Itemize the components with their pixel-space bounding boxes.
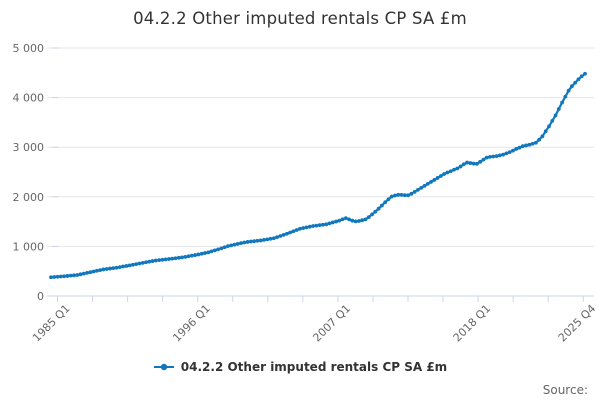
x-axis-label: 1985 Q1 [30,302,73,345]
y-axis-label: 3 000 [13,141,45,154]
x-axis-label: 2007 Q1 [310,302,353,345]
y-axis-label: 2 000 [13,191,45,204]
series-markers[interactable] [49,71,587,280]
y-axis-label: 4 000 [13,92,45,105]
legend-dot [160,363,167,371]
source-credit: Source: [542,383,588,397]
x-axis-labels: 1985 Q1 1996 Q1 2007 Q1 2018 Q1 2025 Q4 [30,302,598,345]
series-marker-icon [153,363,174,371]
y-axis-ticks [52,47,58,297]
y-axis-label: 1 000 [13,240,45,253]
gridlines [47,47,594,247]
x-axis-ticks [57,296,584,302]
y-axis-label: 5 000 [13,42,45,55]
x-axis-label: 2018 Q1 [451,302,494,345]
legend-item[interactable]: 04.2.2 Other imputed rentals CP SA £m [153,360,447,374]
x-axis-label: 1996 Q1 [170,302,213,345]
x-axis-label: 2025 Q4 [556,302,599,345]
legend: 04.2.2 Other imputed rentals CP SA £m [0,360,600,374]
chart-title: 04.2.2 Other imputed rentals CP SA £m [133,9,467,28]
y-axis-label: 0 [37,290,44,303]
legend-label: 04.2.2 Other imputed rentals CP SA £m [180,360,448,374]
y-axis-labels: 5 000 4 000 3 000 2 000 1 000 0 [13,42,45,303]
